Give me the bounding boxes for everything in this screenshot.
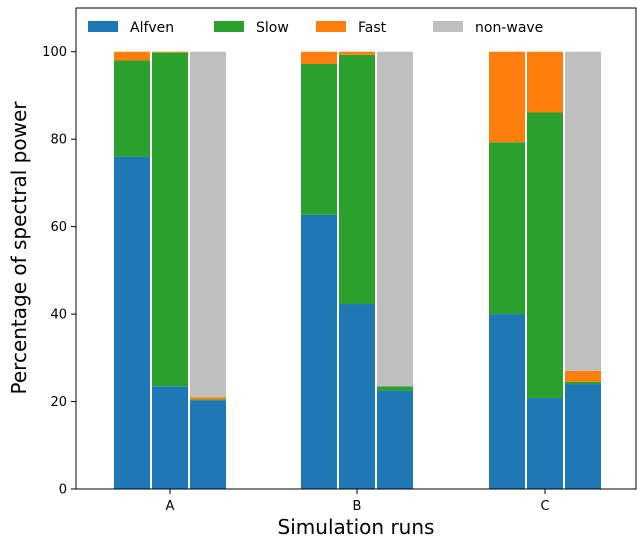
bar-C-1-fast <box>489 51 525 143</box>
y-tick-label: 80 <box>50 133 67 148</box>
bar-B-2-alfven <box>339 304 375 489</box>
y-axis-title: Percentage of spectral power <box>7 101 31 395</box>
bar-A-1-slow <box>114 60 150 157</box>
bar-C-1-slow <box>489 142 525 315</box>
legend-label: Slow <box>256 20 289 36</box>
bar-B-3-slow <box>377 386 413 391</box>
bar-C-3-fast <box>565 370 601 382</box>
y-tick-label: 60 <box>50 220 67 235</box>
y-tick-label: 100 <box>42 45 67 60</box>
bar-A-3-fast <box>190 397 226 400</box>
legend-item-fast: Fast <box>316 20 387 36</box>
legend-swatch <box>316 21 346 32</box>
bar-A-3-non-wave <box>190 51 226 398</box>
bar-C-1-alfven <box>489 314 525 489</box>
legend: Alfven Slow Fast non-wave <box>88 20 543 36</box>
x-tick-label-B: B <box>353 499 362 514</box>
x-axis-title: Simulation runs <box>278 515 435 538</box>
plot-frame <box>75 7 637 490</box>
bar-B-2-fast <box>339 51 375 55</box>
bar-A-1-alfven <box>114 156 150 489</box>
bar-B-3-alfven <box>377 390 413 489</box>
x-ticks: A B C <box>166 489 550 514</box>
legend-swatch <box>433 21 463 32</box>
bar-B-2-slow <box>339 54 375 305</box>
bar-B-3-non-wave <box>377 51 413 387</box>
bar-B-1-slow <box>301 63 337 215</box>
bar-C-3-slow <box>565 381 601 385</box>
bars-layer <box>114 51 601 489</box>
bar-B-1-alfven <box>301 214 337 489</box>
bar-A-3-alfven <box>190 400 226 489</box>
legend-swatch <box>214 21 244 32</box>
bar-A-1-fast <box>114 51 150 61</box>
bar-A-3-slow <box>190 399 226 401</box>
x-tick-label-C: C <box>540 499 549 514</box>
legend-label: non-wave <box>475 20 543 36</box>
bar-A-2-slow <box>152 52 188 387</box>
legend-item-alfven: Alfven <box>88 20 174 36</box>
bar-C-2-alfven <box>527 398 563 489</box>
y-tick-label: 40 <box>50 308 67 323</box>
bar-A-2-alfven <box>152 386 188 489</box>
y-tick-label: 0 <box>59 483 67 498</box>
y-tick-label: 20 <box>50 395 67 410</box>
bar-C-3-alfven <box>565 384 601 489</box>
y-ticks: 0 20 40 60 80 100 <box>42 45 76 498</box>
legend-item-non-wave: non-wave <box>433 20 543 36</box>
bar-B-1-fast <box>301 51 337 64</box>
legend-label: Alfven <box>130 20 174 36</box>
axes-layer <box>75 7 637 490</box>
bar-C-2-slow <box>527 112 563 399</box>
x-tick-label-A: A <box>166 499 175 514</box>
bar-C-3-non-wave <box>565 51 601 371</box>
bar-A-2-fast <box>152 51 188 53</box>
bar-C-2-fast <box>527 51 563 113</box>
legend-label: Fast <box>358 20 387 36</box>
legend-item-slow: Slow <box>214 20 289 36</box>
legend-swatch <box>88 21 118 32</box>
